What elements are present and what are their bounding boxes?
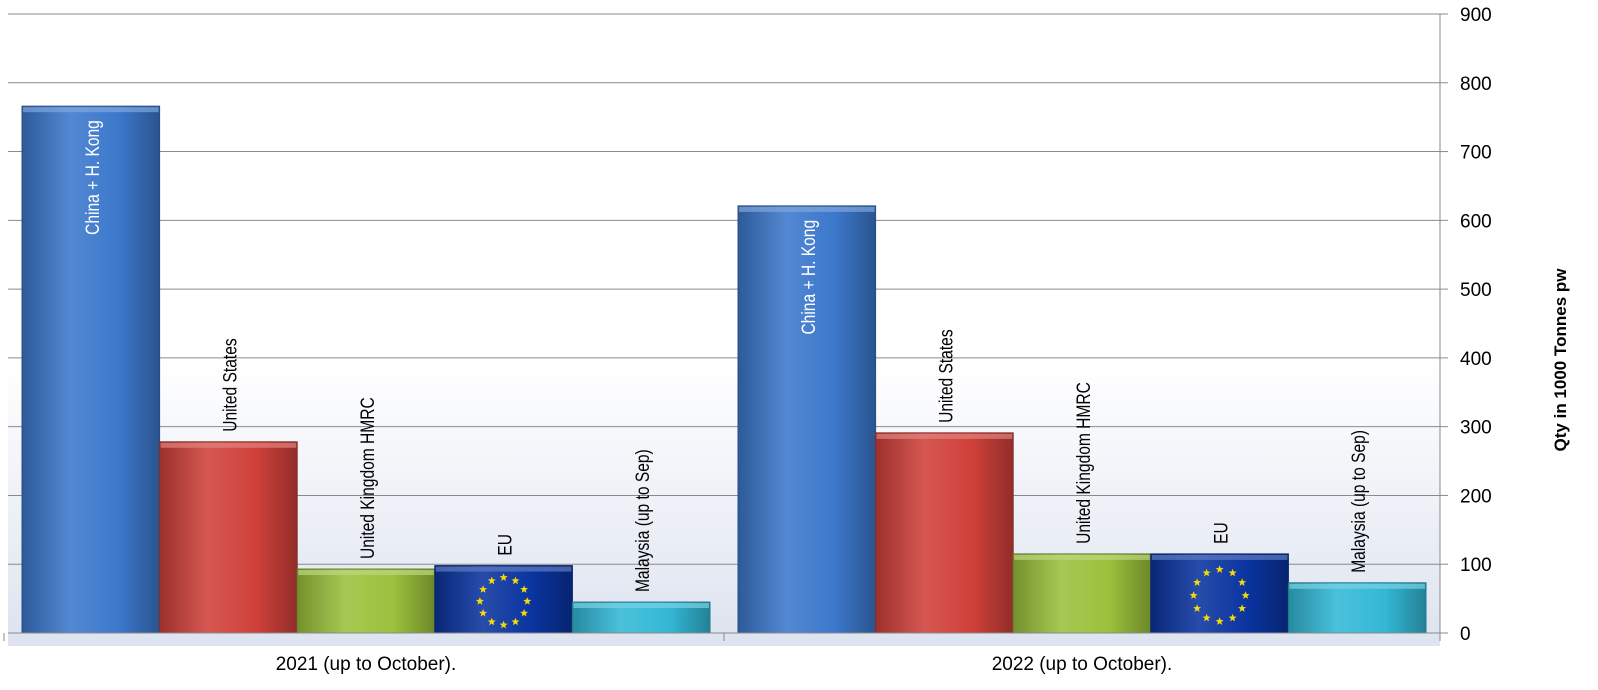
eu-star-icon [1215, 565, 1224, 573]
eu-star-icon [511, 617, 520, 626]
eu-star-icon [487, 576, 496, 585]
series-label: United Kingdom HMRC [357, 397, 379, 559]
eu-star-icon [1202, 613, 1211, 622]
eu-star-icon [1193, 604, 1202, 612]
series-label: United States [219, 338, 241, 432]
y-tick-label: 900 [1460, 5, 1492, 26]
y-axis-title: Qty in 1000 Tonnes pw [1551, 268, 1570, 452]
eu-star-icon [1228, 613, 1237, 622]
bar-highlight [435, 566, 572, 572]
bar-highlight [573, 603, 709, 609]
bar [737, 205, 877, 634]
bar-highlight [160, 442, 297, 448]
eu-star-icon [1215, 617, 1224, 625]
eu-star-icon [499, 573, 508, 581]
series-label: Malaysia (up to Sep) [632, 449, 654, 592]
bar [296, 568, 436, 634]
y-tick-label: 200 [1460, 486, 1492, 507]
bar-highlight [739, 206, 875, 212]
eu-star-icon [479, 608, 488, 617]
series-label: China + H. Kong [797, 220, 819, 335]
bar [1287, 582, 1427, 634]
eu-star-icon [487, 617, 496, 626]
bar [1012, 553, 1152, 634]
eu-star-icon [1202, 568, 1211, 577]
series-label: Malaysia (up to Sep) [1348, 430, 1370, 573]
eu-star-icon [523, 597, 532, 605]
series-label: EU [494, 534, 516, 556]
eu-star-icon [499, 620, 508, 629]
series-label: United Kingdom HMRC [1073, 382, 1095, 544]
eu-star-icon [1228, 568, 1237, 577]
bar-highlight [876, 433, 1013, 439]
eu-star-icon [1189, 591, 1198, 599]
eu-star-icon [1193, 578, 1202, 586]
x-tick-label: 2021 (up to October). [276, 654, 457, 675]
series-label: China + H. Kong [81, 120, 103, 235]
y-tick-label: 700 [1460, 143, 1492, 164]
bar [21, 105, 161, 634]
y-tick-label: 0 [1460, 624, 1471, 645]
eu-star-icon [1241, 591, 1250, 599]
eu-star-icon [520, 608, 529, 617]
bar-highlight [1151, 554, 1288, 560]
eu-star-icon [479, 585, 488, 593]
bar-highlight [1289, 583, 1425, 589]
y-tick-label: 500 [1460, 280, 1492, 301]
series-label: EU [1210, 522, 1232, 544]
eu-star-icon [475, 597, 484, 605]
x-tick-label: 2022 (up to October). [992, 654, 1173, 675]
eu-star-icon [520, 585, 529, 593]
bar [875, 432, 1014, 634]
bar-highlight [1014, 554, 1150, 560]
eu-star-icon [511, 576, 520, 585]
y-tick-label: 600 [1460, 211, 1492, 232]
y-tick-label: 300 [1460, 418, 1492, 439]
bar-highlight [23, 107, 159, 113]
bar [159, 441, 298, 634]
eu-star-icon [1238, 578, 1247, 586]
series-label: United States [935, 329, 957, 423]
y-tick-label: 400 [1460, 349, 1492, 370]
eu-star-icon [1238, 604, 1247, 612]
y-tick-label: 800 [1460, 74, 1492, 95]
bar-highlight [298, 570, 434, 576]
y-tick-label: 100 [1460, 555, 1492, 576]
